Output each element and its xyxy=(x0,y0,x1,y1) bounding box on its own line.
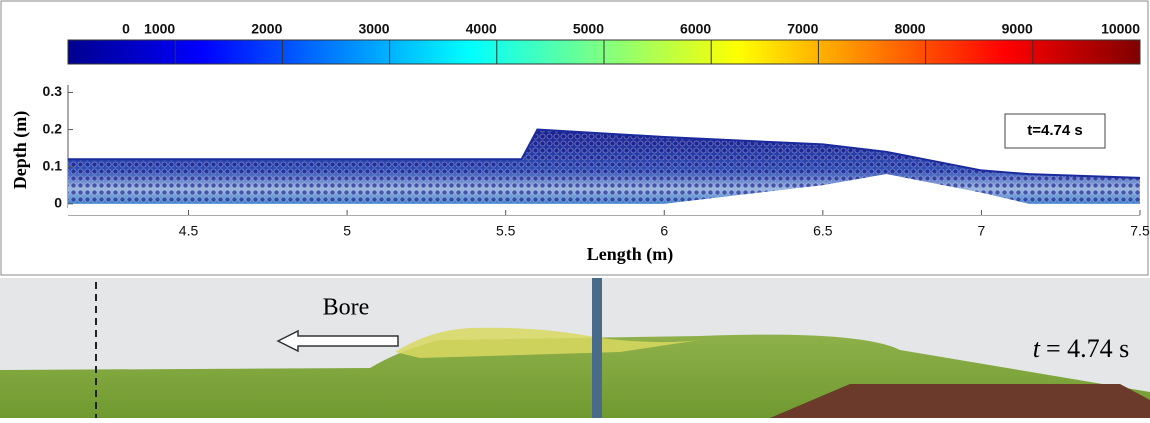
colorbar-tick-label: 5000 xyxy=(573,21,604,37)
free-surface xyxy=(68,128,1141,179)
colorbar-tick-label: 2000 xyxy=(251,21,282,37)
x-tick-label: 7.5 xyxy=(1130,223,1150,239)
y-tick-label: 0.1 xyxy=(43,157,63,173)
y-tick-label: 0.2 xyxy=(43,120,63,136)
bed-profile xyxy=(68,174,1140,215)
x-tick-label: 5.5 xyxy=(496,223,516,239)
roof xyxy=(770,384,1150,418)
time-variable: t xyxy=(1033,334,1041,363)
y-tick-label: 0 xyxy=(54,195,62,211)
arrow xyxy=(276,329,399,353)
time-value: = 4.74 s xyxy=(1046,334,1129,363)
annotation: t=4.74 s xyxy=(1027,122,1082,139)
foam xyxy=(395,327,700,358)
colorbar-tick-label: 1000 xyxy=(144,21,175,37)
colorbar-tick-label: 4000 xyxy=(466,21,497,37)
colorbar-tick-label: 0 xyxy=(122,21,130,37)
colorbar-tick-label: 3000 xyxy=(358,21,389,37)
y-tick-label: 0.3 xyxy=(43,83,63,99)
colorbar-tick-label: 9000 xyxy=(1002,21,1033,37)
colorbar-tick-label: 10000 xyxy=(1101,21,1140,37)
photo: Bore t = 4.74 s xyxy=(0,278,1150,418)
x-tick-label: 5 xyxy=(343,223,351,239)
x-tick-label: 7 xyxy=(978,223,986,239)
annotation-box xyxy=(1004,113,1106,149)
x-tick-label: 6 xyxy=(660,223,668,239)
particle-texture xyxy=(68,129,1140,204)
colorbar-tick-label: 8000 xyxy=(894,21,925,37)
y-axis-label: Depth (m) xyxy=(10,111,31,190)
bore-label: Bore xyxy=(323,295,370,321)
x-tick-label: 4.5 xyxy=(179,223,199,239)
colorbar-tick-label: 7000 xyxy=(787,21,818,37)
pole xyxy=(592,278,602,418)
plot-area xyxy=(68,128,1141,215)
colorbar-tick-label: 6000 xyxy=(680,21,711,37)
x-tick-label: 6.5 xyxy=(813,223,833,239)
x-axis-label: Length (m) xyxy=(587,244,674,265)
